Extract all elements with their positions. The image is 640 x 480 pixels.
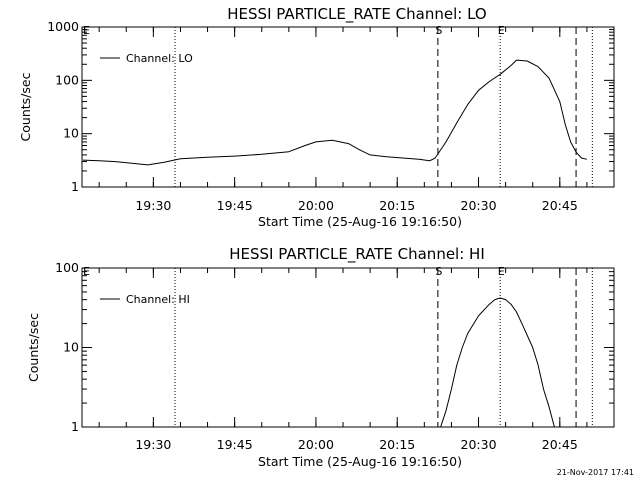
- plot-frame: [81, 26, 615, 188]
- x-tick-label: 20:30: [461, 437, 497, 452]
- chart-title: HESSI PARTICLE_RATE Channel: HI: [229, 245, 485, 264]
- x-tick-label: 19:30: [135, 198, 171, 213]
- x-tick-label: 20:45: [542, 198, 578, 213]
- x-tick-label: 20:15: [379, 198, 415, 213]
- x-tick-label: 20:45: [542, 437, 578, 452]
- y-tick-label: 1000: [47, 19, 79, 34]
- x-axis-label: Start Time (25-Aug-16 19:16:50): [258, 214, 462, 229]
- series-line: [82, 59, 588, 166]
- x-tick-label: 19:30: [135, 437, 171, 452]
- flare-marker-label: S: [435, 24, 442, 37]
- x-tick-label: 19:45: [217, 437, 253, 452]
- flare-marker-label: E: [498, 24, 505, 37]
- left-edge-label: E: [83, 265, 90, 278]
- x-tick-label: 20:00: [298, 437, 334, 452]
- footer-stamp: 21-Nov-2017 17:41: [556, 468, 634, 477]
- left-edge-label: E: [83, 24, 90, 37]
- flare-marker-label: E: [498, 265, 505, 278]
- flare-marker-label: S: [435, 265, 442, 278]
- legend-label: Channel: LO: [126, 52, 193, 65]
- series-line: [440, 297, 555, 428]
- y-axis-label: Counts/sec: [26, 313, 41, 382]
- y-tick-label: 100: [55, 260, 79, 275]
- chart-title: HESSI PARTICLE_RATE Channel: LO: [227, 5, 486, 24]
- y-tick-label: 10: [63, 340, 79, 355]
- x-axis-label: Start Time (25-Aug-16 19:16:50): [258, 454, 462, 469]
- legend-label: Channel: HI: [126, 293, 190, 306]
- y-axis-label: Counts/sec: [18, 72, 33, 141]
- x-tick-label: 19:45: [217, 198, 253, 213]
- x-tick-label: 20:15: [379, 437, 415, 452]
- x-tick-label: 20:00: [298, 198, 334, 213]
- y-tick-label: 1: [71, 179, 79, 194]
- y-tick-label: 100: [55, 72, 79, 87]
- y-tick-label: 10: [63, 126, 79, 141]
- y-tick-label: 1: [71, 419, 79, 434]
- plot-frame: [81, 267, 615, 428]
- x-tick-label: 20:30: [461, 198, 497, 213]
